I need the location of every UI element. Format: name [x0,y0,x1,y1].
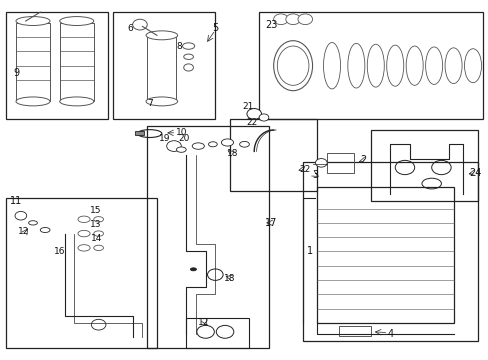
Text: 12: 12 [197,318,208,327]
Circle shape [297,14,312,24]
Ellipse shape [78,216,90,222]
Ellipse shape [60,17,94,26]
Ellipse shape [273,41,312,91]
Text: 5: 5 [212,23,218,33]
Text: 11: 11 [10,197,22,206]
Text: 15: 15 [90,206,102,215]
Bar [370,130,477,202]
Text: 22: 22 [299,165,310,174]
Ellipse shape [444,48,461,84]
Circle shape [216,325,233,338]
Ellipse shape [464,49,481,83]
Ellipse shape [182,43,194,49]
Ellipse shape [78,245,90,251]
Bar [135,131,143,135]
Bar [147,37,176,102]
Ellipse shape [60,97,94,106]
Ellipse shape [78,230,90,237]
Text: 14: 14 [90,234,102,243]
Ellipse shape [176,147,186,152]
Bar [6,198,157,348]
Circle shape [197,325,214,338]
Text: 9: 9 [13,68,19,78]
Circle shape [166,141,181,152]
Text: 17: 17 [264,218,277,228]
Text: 2: 2 [360,156,366,165]
Circle shape [91,319,106,330]
Bar [6,12,108,119]
Ellipse shape [94,231,103,236]
Bar [229,119,317,191]
Ellipse shape [386,45,403,86]
Text: 3: 3 [311,170,317,180]
Ellipse shape [146,31,177,40]
Ellipse shape [347,43,364,88]
Ellipse shape [421,178,441,189]
Bar [113,12,215,119]
Text: 20: 20 [178,134,189,143]
Bar [317,187,453,323]
Ellipse shape [16,97,50,106]
Circle shape [207,269,223,280]
Circle shape [246,109,261,119]
Ellipse shape [190,268,196,271]
Circle shape [431,160,450,175]
Ellipse shape [323,42,340,89]
Bar [339,326,370,337]
Text: 18: 18 [224,274,235,283]
Text: 4: 4 [386,329,393,339]
Bar [326,153,353,173]
Ellipse shape [221,139,233,146]
Ellipse shape [192,143,204,149]
Text: 6: 6 [127,24,133,33]
Ellipse shape [183,54,193,59]
Text: 10: 10 [175,129,186,138]
Ellipse shape [239,141,249,147]
Ellipse shape [146,97,177,106]
Text: 8: 8 [176,41,182,50]
Text: 16: 16 [54,247,65,256]
Circle shape [183,64,193,71]
Ellipse shape [40,228,50,233]
Ellipse shape [137,130,162,138]
Circle shape [132,19,147,30]
Bar [186,318,249,348]
Text: 22: 22 [245,118,257,127]
Ellipse shape [16,17,50,26]
Text: 1: 1 [306,247,312,256]
Bar [259,12,482,119]
Circle shape [285,14,300,24]
Bar [16,23,50,102]
Circle shape [394,160,414,175]
Ellipse shape [366,44,384,87]
Ellipse shape [425,47,442,85]
Ellipse shape [29,221,37,225]
Circle shape [15,211,27,220]
Text: 19: 19 [158,134,170,143]
Text: 12: 12 [18,227,29,236]
Bar [302,162,477,341]
Text: 21: 21 [242,102,254,111]
Ellipse shape [406,46,422,85]
Circle shape [273,14,287,24]
Text: 7: 7 [146,99,152,108]
Ellipse shape [277,46,308,85]
Text: 18: 18 [226,149,238,158]
Text: 13: 13 [90,220,102,229]
Text: 24: 24 [468,168,481,178]
Bar [147,126,268,348]
Text: 23: 23 [264,19,277,30]
Circle shape [259,114,268,121]
Bar [60,23,94,102]
Ellipse shape [94,217,103,222]
Circle shape [315,158,326,167]
Ellipse shape [94,245,103,251]
Ellipse shape [208,142,217,147]
